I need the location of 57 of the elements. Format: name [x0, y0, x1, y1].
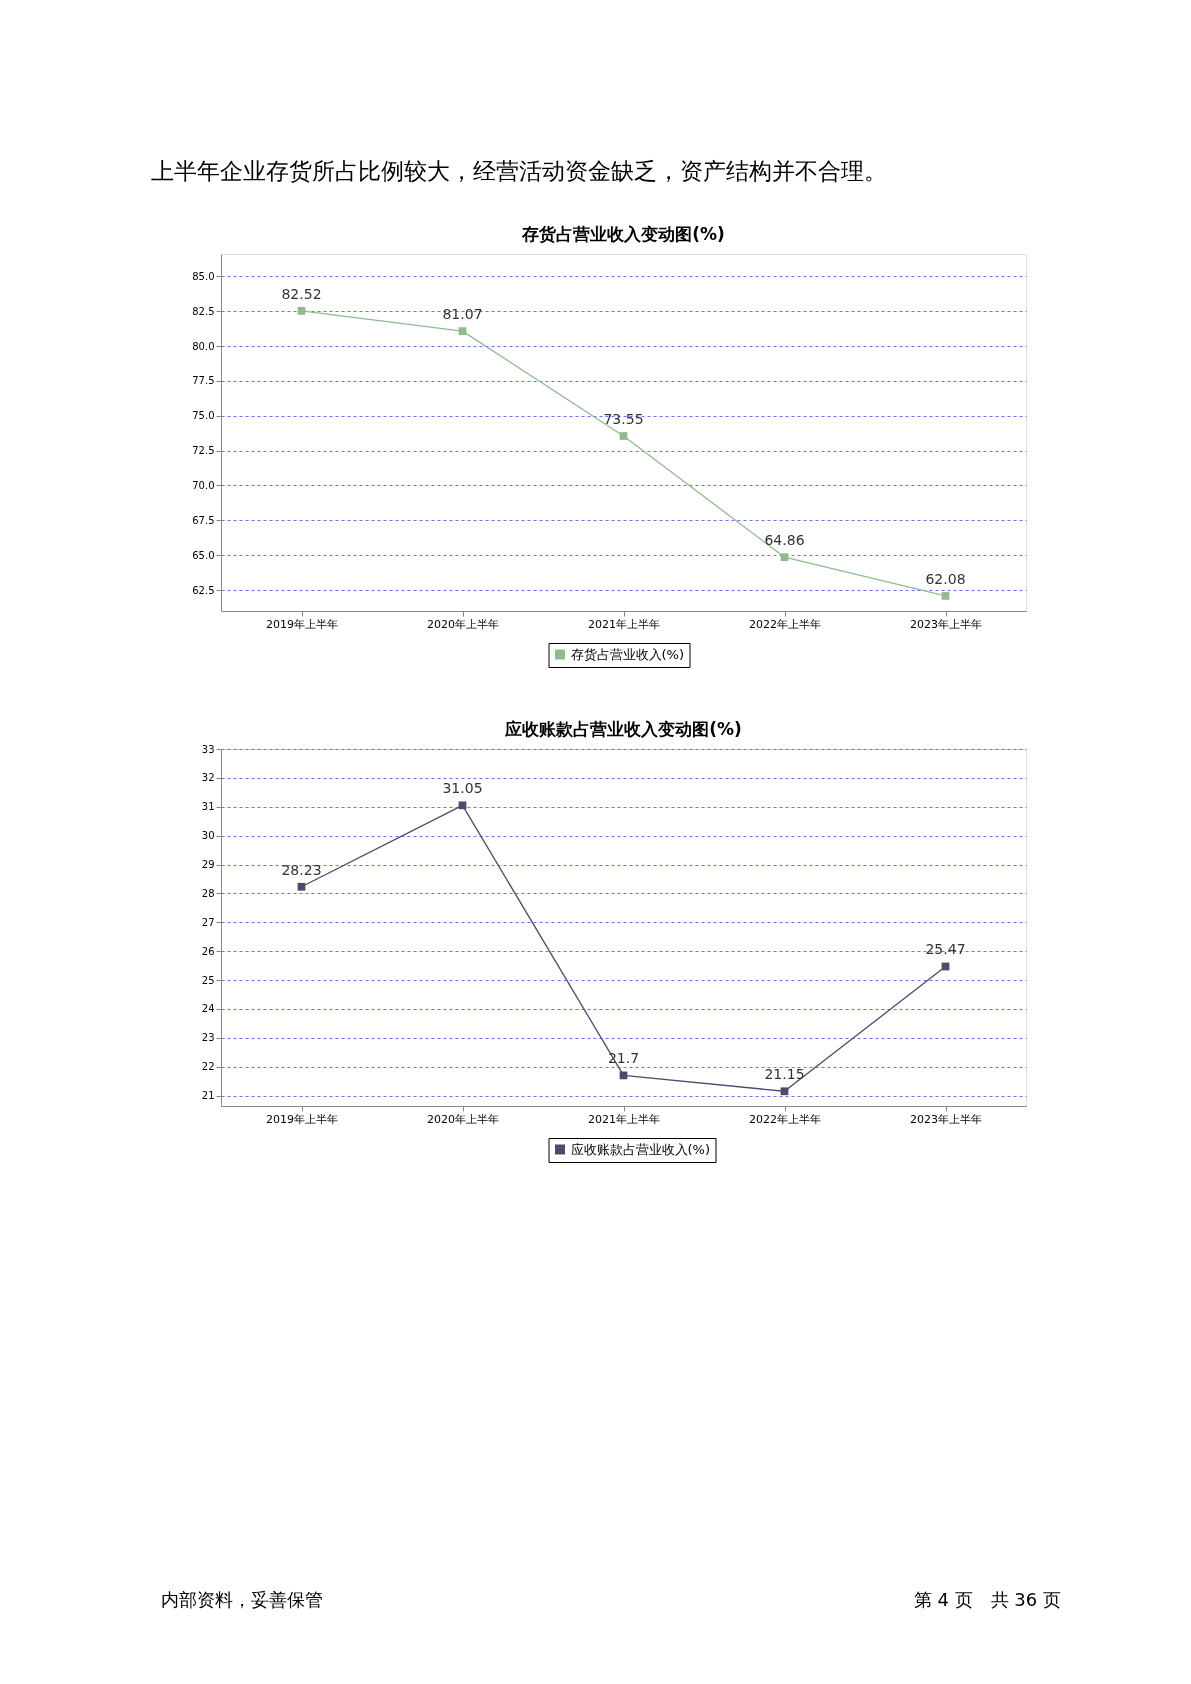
- x-tick-label: 2022年上半年: [749, 1112, 821, 1126]
- y-tick-label: 65.0: [192, 549, 215, 561]
- y-tick-label: 30: [201, 830, 215, 842]
- point: [941, 592, 950, 600]
- legend-label: 存货占营业收入(%): [570, 646, 684, 662]
- y-tick-label: 24: [201, 1003, 215, 1015]
- point: [458, 801, 467, 810]
- text: 上半年企业存货所占比例较大，经营活动资金缺乏，资产结构并不合理。: [151, 158, 887, 184]
- y-tick-label: 75.0: [192, 410, 215, 422]
- point: [780, 553, 789, 562]
- x-tick-label: 2022年上半年: [749, 617, 821, 631]
- x-tick-label: 2019年上半年: [266, 617, 338, 631]
- point: [619, 432, 628, 440]
- y-tick-label: 23: [201, 1032, 215, 1044]
- x-tick-label: 2020年上半年: [427, 617, 499, 631]
- y-tick-label: 25: [201, 974, 215, 986]
- chart-title: 应收账款占营业收入变动图(%): [504, 719, 742, 739]
- data-label: 21.15: [764, 1066, 805, 1083]
- data-label: 64.86: [764, 532, 805, 549]
- x-tick-label: 2023年上半年: [910, 1112, 982, 1126]
- y-tick-label: 72.5: [192, 445, 215, 457]
- legend-label: 应收账款占营业收入(%): [570, 1141, 710, 1157]
- data-label: 62.08: [925, 570, 966, 587]
- y-tick-label: 82.5: [192, 305, 215, 317]
- data-label: 73.55: [603, 410, 644, 427]
- data-label: 82.52: [281, 285, 322, 302]
- point: [297, 307, 306, 315]
- x-tick-label: 2021年上半年: [588, 1112, 660, 1126]
- point: [297, 882, 306, 891]
- y-tick-label: 29: [201, 859, 215, 871]
- data-label: 81.07: [442, 306, 483, 323]
- text: 内部资料，妥善保管: [161, 1589, 323, 1610]
- y-tick-label: 22: [201, 1061, 215, 1073]
- y-tick-label: 80.0: [192, 340, 215, 352]
- y-tick-label: 62.5: [192, 584, 215, 596]
- data-label: 28.23: [281, 861, 322, 878]
- point: [780, 1087, 789, 1096]
- y-tick-label: 21: [201, 1090, 215, 1102]
- data-label: 25.47: [925, 941, 966, 958]
- x-tick-label: 2021年上半年: [588, 617, 660, 631]
- x-tick-label: 2019年上半年: [266, 1112, 338, 1126]
- chart-title: 存货占营业收入变动图(%): [521, 224, 725, 244]
- y-tick-label: 70.0: [192, 479, 215, 491]
- y-tick-label: 26: [201, 945, 215, 957]
- y-tick-label: 33: [201, 743, 215, 755]
- text: 第 4 页 共 36 页: [913, 1589, 1061, 1610]
- point: [458, 327, 467, 335]
- data-label: 31.05: [442, 780, 483, 797]
- y-tick-label: 85.0: [192, 270, 215, 282]
- y-tick-label: 32: [201, 772, 215, 784]
- x-tick-label: 2023年上半年: [910, 617, 982, 631]
- y-tick-label: 31: [201, 801, 215, 813]
- y-tick-label: 28: [201, 887, 215, 899]
- y-tick-label: 27: [201, 916, 215, 928]
- y-tick-label: 67.5: [192, 514, 215, 526]
- y-tick-label: 77.5: [192, 375, 215, 387]
- x-tick-label: 2020年上半年: [427, 1112, 499, 1126]
